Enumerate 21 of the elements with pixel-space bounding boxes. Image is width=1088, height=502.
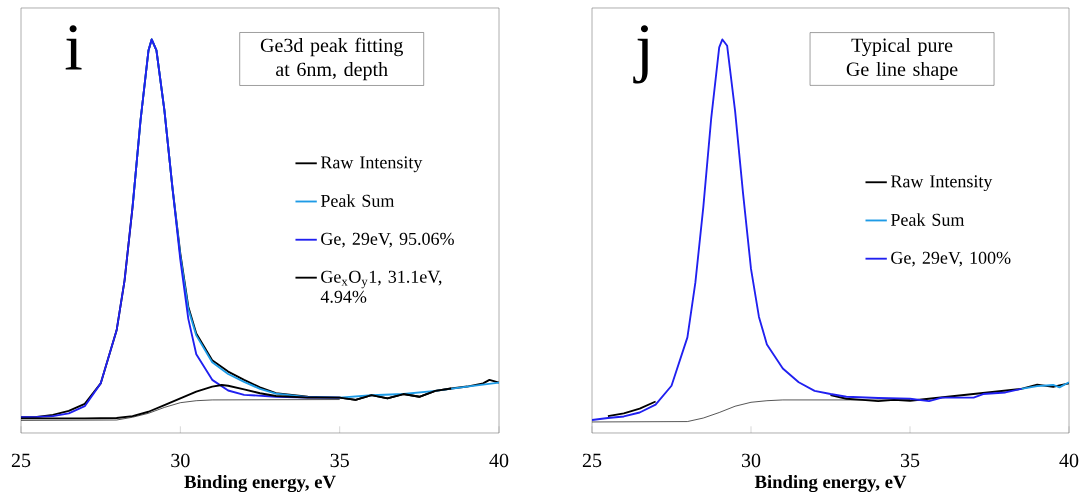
x-tick-label: 40 [489, 453, 509, 468]
legend-label: Peak Sum [320, 194, 395, 207]
legend-label: Ge, 29eV, 95.06% [321, 232, 454, 248]
annotation: Ge3d peak fitting at 6nm, depth [260, 37, 403, 81]
x-axis-title: Binding energy, eV [184, 475, 336, 493]
x-tick-label: 25 [11, 453, 31, 468]
annotation: j [633, 25, 648, 84]
x-tick-label: 25 [582, 453, 602, 468]
legend-label: Ge$_{x}$O$_{y}$1, 31.1eV, 4.94% [320, 270, 442, 303]
x-tick-label: 30 [171, 453, 190, 468]
legend-label: Raw Intensity [890, 175, 993, 192]
x-tick-label: 35 [330, 453, 349, 468]
legend-label: Raw Intensity [320, 156, 423, 173]
legend-label: Peak Sum [890, 213, 965, 226]
x-tick-label: 30 [741, 453, 761, 468]
x-axis-title: Binding energy, eV [754, 475, 907, 493]
x-tick-label: 35 [900, 453, 920, 468]
annotation: i [65, 25, 82, 70]
x-tick-label: 40 [1059, 453, 1079, 468]
annotation: Typical pure Ge line shape [846, 37, 958, 81]
legend-label: Ge, 29eV, 100% [891, 251, 1011, 267]
